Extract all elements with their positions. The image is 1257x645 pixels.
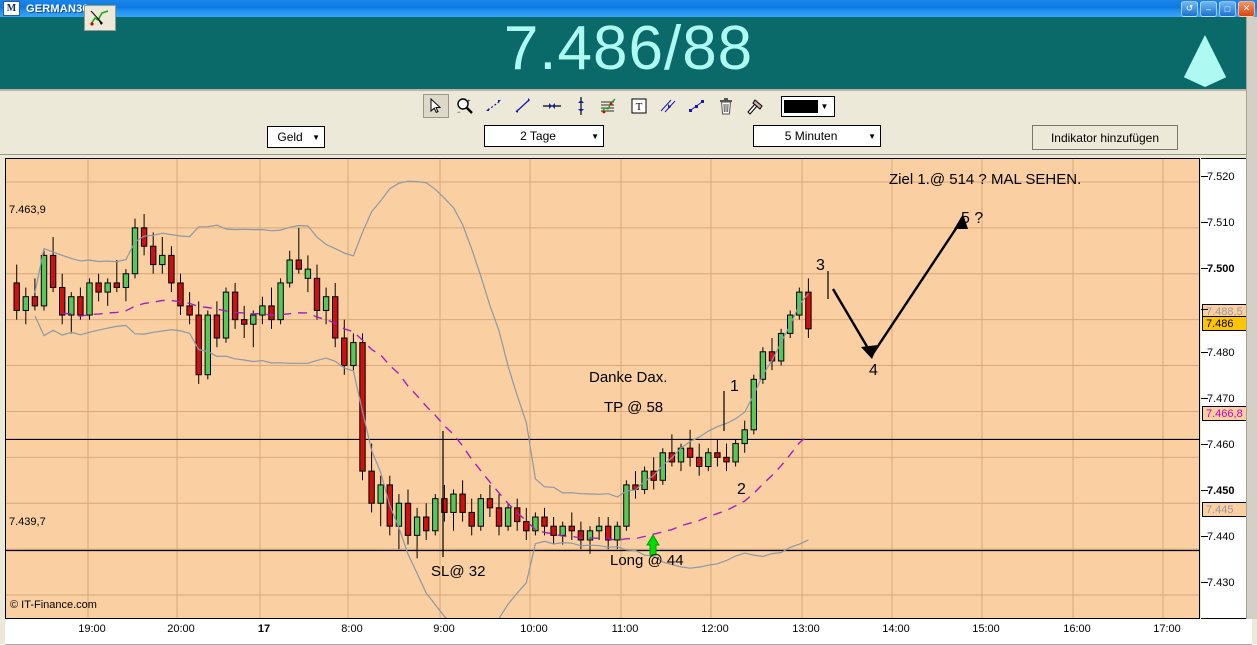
y-tick: 7.430 xyxy=(1207,577,1235,589)
wave-5-label: 5 ? xyxy=(961,210,983,228)
chart-area: 7.463,9 7.439,7 Ziel 1.@ 514 ? MAL SEHEN… xyxy=(5,158,1252,619)
chevron-down-icon: ▼ xyxy=(312,133,320,142)
cursor-tool[interactable] xyxy=(423,94,449,118)
x-tick: 12:00 xyxy=(701,623,729,635)
drawing-toolbar: +− T ▼ xyxy=(0,91,1257,122)
color-picker[interactable]: ▼ xyxy=(781,96,835,117)
x-tick-date: 17 xyxy=(258,623,270,635)
x-tick: 13:00 xyxy=(792,623,820,635)
y-tick: 7.450 xyxy=(1207,485,1235,497)
x-tick: 9:00 xyxy=(433,623,454,635)
x-tick: 19:00 xyxy=(78,623,106,635)
delete-tool[interactable] xyxy=(713,94,739,118)
y-tick: 7.510 xyxy=(1207,217,1235,229)
chevron-down-icon: ▼ xyxy=(821,102,829,111)
chevron-down-icon: ▼ xyxy=(591,132,599,141)
target-note: Ziel 1.@ 514 ? MAL SEHEN. xyxy=(889,171,1081,188)
period-select[interactable]: 2 Tage ▼ xyxy=(484,125,604,147)
x-tick: 16:00 xyxy=(1063,623,1091,635)
y-tick: 7.500 xyxy=(1207,263,1235,275)
zoom-tool[interactable]: +− xyxy=(452,94,478,118)
text-tool[interactable]: T xyxy=(626,94,652,118)
parallel-lines-tool[interactable] xyxy=(655,94,681,118)
wave-1-label: 1 xyxy=(730,378,739,396)
x-tick: 15:00 xyxy=(972,623,1000,635)
thanks-note: Danke Dax. xyxy=(589,369,667,386)
wave-3-label: 3 xyxy=(816,257,825,275)
settings-tool[interactable] xyxy=(742,94,768,118)
vertical-scrollbar[interactable] xyxy=(1246,17,1257,619)
svg-text:−: − xyxy=(457,110,461,115)
wave-2-label: 2 xyxy=(737,481,746,499)
long-entry-note: Long @ 44 xyxy=(610,552,684,569)
wave-4-label: 4 xyxy=(869,362,878,380)
plot-canvas xyxy=(6,159,1199,618)
y-tick: 7.470 xyxy=(1207,393,1235,405)
level-line-label-upper: 7.463,9 xyxy=(9,204,46,216)
current-price: 7.486/88 xyxy=(0,13,1257,84)
y-tick: 7.520 xyxy=(1207,171,1235,183)
chevron-down-icon: ▼ xyxy=(868,132,876,141)
color-swatch xyxy=(784,100,818,113)
x-tick: 10:00 xyxy=(520,623,548,635)
x-tick: 20:00 xyxy=(167,623,195,635)
fibonacci-tool[interactable] xyxy=(597,94,623,118)
trendline-tool[interactable] xyxy=(510,94,536,118)
interval-select[interactable]: 5 Minuten ▼ xyxy=(753,125,881,147)
points-tool[interactable] xyxy=(684,94,710,118)
y-tick: 7.460 xyxy=(1207,439,1235,451)
watermark: © IT-Finance.com xyxy=(10,599,97,611)
svg-text:+: + xyxy=(467,99,471,105)
level-line-label-lower: 7.439,7 xyxy=(9,516,46,528)
up-arrow-notch xyxy=(1179,75,1231,87)
time-axis[interactable]: 19:00 20:00 17 8:00 9:00 10:00 11:00 12:… xyxy=(5,619,1252,645)
y-tick: 7.480 xyxy=(1207,347,1235,359)
period-value: 2 Tage xyxy=(489,129,587,143)
y-tick: 7.440 xyxy=(1207,531,1235,543)
price-type-value: Geld xyxy=(272,130,308,144)
svg-text:T: T xyxy=(635,101,642,113)
takeprofit-note: TP @ 58 xyxy=(604,399,663,416)
x-tick: 14:00 xyxy=(882,623,910,635)
add-indicator-button[interactable]: Indikator hinzufügen xyxy=(1032,125,1178,150)
segment-tool[interactable] xyxy=(481,94,507,118)
price-type-select[interactable]: Geld ▼ xyxy=(267,126,325,148)
x-tick: 11:00 xyxy=(612,623,639,635)
x-tick: 8:00 xyxy=(341,623,362,635)
stoploss-note: SL@ 32 xyxy=(431,563,485,580)
chart-style-button[interactable] xyxy=(84,5,116,31)
price-banner: 7.486/88 xyxy=(0,17,1257,91)
price-plot[interactable]: 7.463,9 7.439,7 Ziel 1.@ 514 ? MAL SEHEN… xyxy=(5,158,1200,619)
interval-value: 5 Minuten xyxy=(758,129,864,143)
horizontal-line-tool[interactable] xyxy=(539,94,565,118)
x-tick: 17:00 xyxy=(1153,623,1181,635)
vertical-line-tool[interactable] xyxy=(568,94,594,118)
